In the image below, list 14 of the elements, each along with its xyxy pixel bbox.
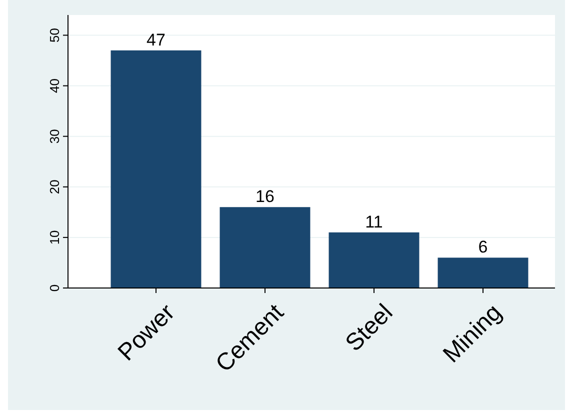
data-label: 11 [365,212,383,232]
data-label: 47 [146,30,166,50]
bar [438,258,528,288]
data-label: 16 [256,187,274,206]
data-label: 6 [478,238,488,257]
bar [220,207,310,288]
y-tick-label: 30 [47,129,62,144]
bar [110,50,202,288]
y-tick-label: 40 [47,78,62,94]
y-tick-label: 20 [47,180,62,194]
y-tick-label: 10 [47,230,62,245]
bar [328,232,420,288]
y-tick-label: 50 [47,28,62,42]
y-tick-label: 0 [47,284,62,292]
